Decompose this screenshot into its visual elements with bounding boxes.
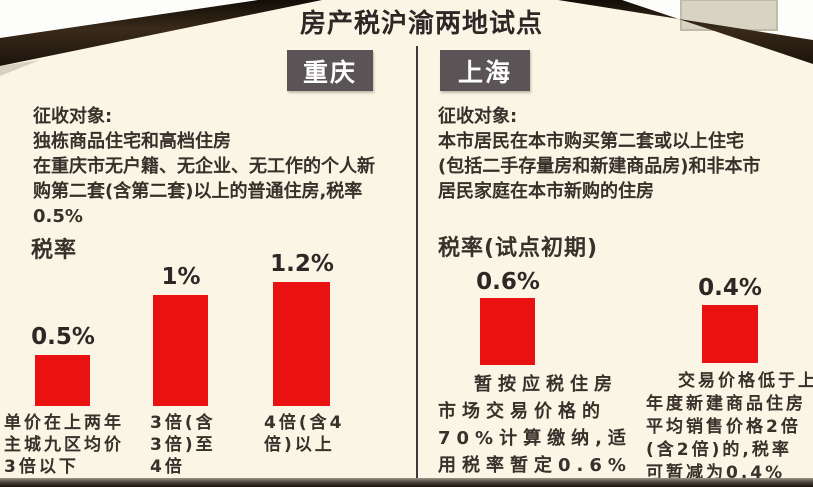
bar-value-label: 1%	[161, 264, 201, 290]
bar-value-label: 1.2%	[270, 251, 334, 277]
chongqing-rate-heading: 税率	[31, 238, 78, 263]
shanghai-rate-heading: 税率(试点初期)	[438, 236, 599, 261]
chongqing-target-text: 征收对象: 独栋商品住宅和高档住房 在重庆市无户籍、无企业、无工作的个人新 购第…	[33, 104, 397, 229]
target-line: 本市居民在本市购买第二套或以上住宅	[438, 131, 744, 152]
rate-bar-chongqing-1-2	[273, 282, 330, 406]
rate-bar-chongqing-1-0	[153, 295, 208, 406]
target-line: 0.5%	[33, 206, 83, 227]
target-line: 购第二套(含第二套)以上的普通住房,税率	[33, 181, 363, 202]
target-line: 独栋商品住宅和高档住房	[33, 131, 231, 152]
bar-value-label: 0.4%	[698, 275, 762, 301]
target-line: (包括二手存量房和新建商品房)和非本市	[438, 156, 761, 177]
bar-caption: 3倍(含 3倍)至 4倍	[150, 413, 216, 477]
bar-value-label: 0.6%	[476, 269, 540, 295]
chimney	[680, 0, 778, 31]
city-label-shanghai: 上海	[440, 50, 530, 91]
bar-caption: 4倍(含4 倍)以上	[264, 413, 345, 455]
left-roof-beam	[0, 0, 322, 66]
column-divider	[416, 46, 418, 479]
bar-caption: 单价在上两年 主城九区均价 3倍以下	[4, 413, 124, 477]
rate-bar-shanghai-0-6	[480, 298, 535, 365]
target-heading: 征收对象:	[33, 106, 113, 127]
bar-caption: 交易价格低于上 年度新建商品住房 平均销售价格2倍 (含2倍)的,税率 可暂减为…	[646, 371, 813, 483]
right-roof-beam	[558, 0, 813, 64]
target-line: 在重庆市无户籍、无企业、无工作的个人新	[33, 156, 375, 177]
bar-caption: 暂按应税住房 市场交易价格的 70%计算缴纳,适 用税率暂定0.6%	[438, 374, 632, 476]
shanghai-target-text: 征收对象: 本市居民在本市购买第二套或以上住宅 (包括二手存量房和新建商品房)和…	[438, 104, 810, 204]
target-line: 居民家庭在本市新购的住房	[438, 181, 654, 202]
bar-value-label: 0.5%	[31, 324, 95, 350]
rate-bar-shanghai-0-4	[702, 305, 758, 363]
bottom-edge	[0, 478, 813, 487]
house-roof	[0, 0, 813, 76]
city-label-chongqing: 重庆	[287, 50, 373, 91]
target-heading: 征收对象:	[438, 106, 518, 127]
beam-shadow	[0, 60, 40, 76]
page-title: 房产税沪渝两地试点	[300, 9, 544, 39]
rate-bar-chongqing-0-5	[35, 355, 90, 406]
